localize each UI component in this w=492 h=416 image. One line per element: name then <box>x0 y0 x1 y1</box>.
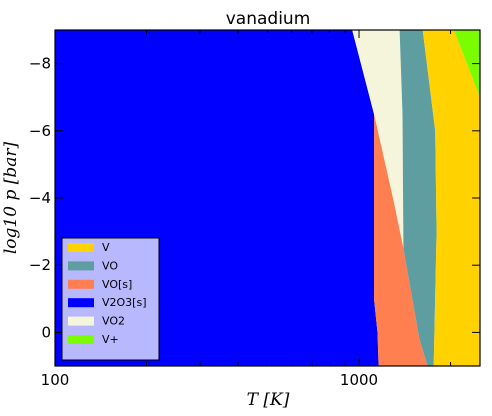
legend-label: V+ <box>102 333 119 346</box>
legend-label: V2O3[s] <box>102 296 147 309</box>
legend-swatch <box>68 316 94 326</box>
legend-label: VO[s] <box>102 278 132 291</box>
legend-swatch <box>68 298 94 308</box>
legend-swatch <box>68 279 94 289</box>
y-tick-label: −6 <box>29 122 51 140</box>
legend-label: VO2 <box>102 315 125 328</box>
region-v <box>422 30 480 366</box>
y-tick-label: −2 <box>29 256 51 274</box>
y-tick-label: 0 <box>41 323 51 341</box>
x-axis: 100 1000 <box>41 30 452 389</box>
legend-label: VO <box>102 259 118 272</box>
chart-title: vanadium <box>226 9 311 29</box>
legend-swatch <box>68 261 94 271</box>
x-axis-label: T [K] <box>247 390 290 410</box>
region-vo-s <box>374 114 428 366</box>
x-tick-label: 100 <box>41 371 70 389</box>
legend-swatch <box>68 243 94 252</box>
legend-swatch <box>68 335 94 344</box>
y-tick-label: −4 <box>29 189 51 207</box>
y-tick-label: −8 <box>29 55 51 73</box>
region-vo <box>399 30 437 366</box>
legend-label: V <box>102 241 110 254</box>
region-vo2 <box>352 30 404 249</box>
y-axis-label: log10 p [bar] <box>1 141 21 254</box>
region-v-plus <box>453 30 480 98</box>
legend: V VO VO[s] V2O3[s] VO2 V+ <box>61 237 160 361</box>
y-axis: −8 −6 −4 −2 0 <box>29 55 480 341</box>
x-tick-label: 1000 <box>340 371 378 389</box>
